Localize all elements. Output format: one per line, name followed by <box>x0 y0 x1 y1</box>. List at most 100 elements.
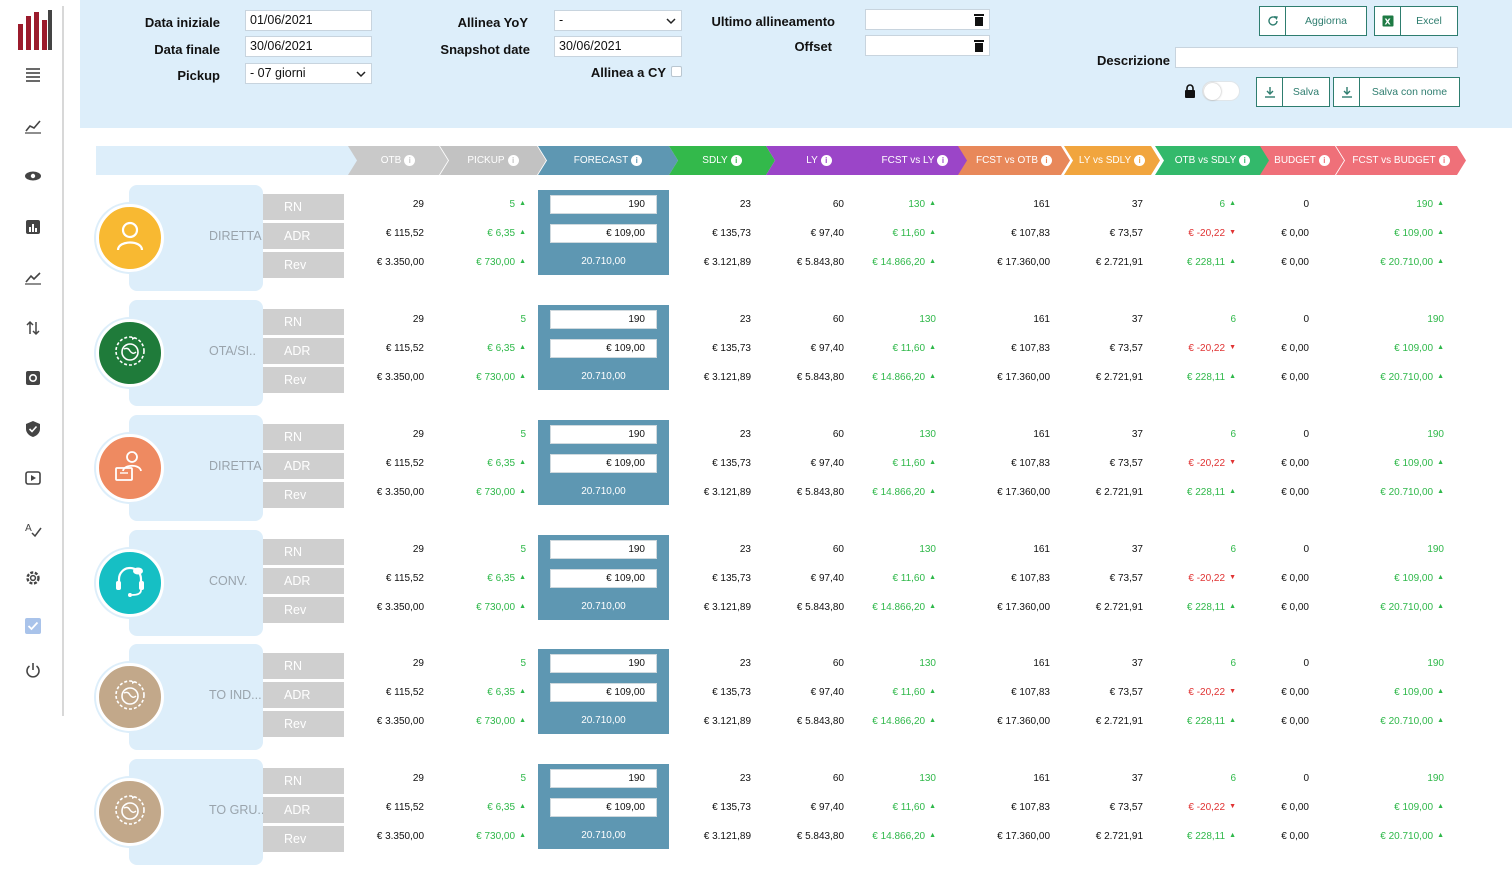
descrizione-input[interactable] <box>1175 47 1458 68</box>
column-header-fcst-vs-budget[interactable]: FCST vs BUDGET <box>1336 146 1466 175</box>
trash-icon[interactable] <box>973 13 985 26</box>
sort-arrows-icon[interactable] <box>22 317 44 339</box>
eye-icon[interactable] <box>22 165 44 187</box>
forecast-adr-input[interactable]: € 109,00 <box>550 683 657 702</box>
info-icon[interactable] <box>404 155 415 166</box>
data-finale-input[interactable]: 30/06/2021 <box>245 36 372 57</box>
info-icon[interactable] <box>1041 155 1052 166</box>
value-otb-vs-sdly: 6 <box>1230 429 1236 440</box>
power-icon[interactable] <box>22 659 44 681</box>
column-header-budget[interactable]: BUDGET <box>1260 146 1344 175</box>
value-ly: 60 <box>833 544 844 555</box>
trash-icon[interactable] <box>973 39 985 52</box>
info-icon[interactable] <box>731 155 742 166</box>
forecast-rn-input[interactable]: 190 <box>550 195 657 214</box>
info-icon[interactable] <box>631 155 642 166</box>
column-header-forecast[interactable]: FORECAST <box>538 146 678 175</box>
info-icon[interactable] <box>937 155 948 166</box>
column-header-ly[interactable]: LY <box>766 146 872 175</box>
value-text: € 0,00 <box>1281 602 1309 613</box>
camera-settings-icon[interactable] <box>22 367 44 389</box>
segment-name: CONV. <box>209 574 248 588</box>
lock-toggle[interactable] <box>1202 81 1240 101</box>
excel-button[interactable]: X Excel <box>1374 6 1458 36</box>
pickup-select[interactable]: - 07 giorni <box>245 63 372 84</box>
value-text: € -20,22 <box>1188 228 1226 239</box>
info-icon[interactable] <box>508 155 519 166</box>
column-header-sdly[interactable]: SDLY <box>669 146 775 175</box>
value-text: € 5.843,80 <box>796 372 844 383</box>
forecast-adr-input[interactable]: € 109,00 <box>550 569 657 588</box>
value-text: € 730,00 <box>476 487 516 498</box>
data-iniziale-input[interactable]: 01/06/2021 <box>245 10 372 31</box>
value-text: € 109,00 <box>1394 802 1434 813</box>
allinea-cy-checkbox[interactable] <box>671 66 682 77</box>
gear-icon[interactable] <box>22 567 44 589</box>
allinea-yoy-select[interactable]: - <box>554 10 682 31</box>
menu-icon[interactable] <box>22 63 44 85</box>
info-icon[interactable] <box>1439 155 1450 166</box>
spellcheck-icon[interactable]: A <box>22 518 44 540</box>
value-text: € 730,00 <box>476 372 516 383</box>
value-text: € 109,00 <box>1394 687 1434 698</box>
value-text: € 97,40 <box>810 228 844 239</box>
info-icon[interactable] <box>1239 155 1250 166</box>
value-text: € 97,40 <box>810 343 844 354</box>
forecast-adr-input[interactable]: € 109,00 <box>550 454 657 473</box>
value-pickup: € 730,00 ▲ <box>476 602 526 613</box>
aggiorna-button[interactable]: Aggiorna <box>1259 6 1367 36</box>
agent-icon <box>110 446 150 491</box>
salva-con-nome-button[interactable]: Salva con nome <box>1333 77 1460 107</box>
excel-label: Excel <box>1416 15 1442 27</box>
video-icon[interactable] <box>22 467 44 489</box>
info-icon[interactable] <box>1319 155 1330 166</box>
value-ly: € 97,40 <box>811 573 844 584</box>
value-sdly: € 3.121,89 <box>704 831 751 842</box>
forecast-adr-input[interactable]: € 109,00 <box>550 224 657 243</box>
column-header-pickup[interactable]: PICKUP <box>440 146 546 175</box>
column-header-otb-vs-sdly[interactable]: OTB vs SDLY <box>1155 146 1270 175</box>
value-text: 5 <box>509 199 516 210</box>
value-text: 161 <box>1033 544 1050 555</box>
shield-icon[interactable] <box>22 418 44 440</box>
offset-input[interactable] <box>865 35 990 56</box>
column-header-fcst-vs-ly[interactable]: FCST vs LY <box>862 146 968 175</box>
segment-name: OTA/SI.. <box>209 344 256 358</box>
triangle-up-icon: ▲ <box>929 574 936 581</box>
trend-icon[interactable] <box>22 266 44 288</box>
value-otb: € 3.350,00 <box>377 372 424 383</box>
bar-chart-icon[interactable] <box>22 216 44 238</box>
triangle-up-icon: ▲ <box>1229 373 1236 380</box>
value-otb-vs-sdly: 6 <box>1230 314 1236 325</box>
value-text: 23 <box>739 429 751 440</box>
value-text: € 17.360,00 <box>997 716 1050 727</box>
segment-avatar <box>96 663 164 731</box>
forecast-adr-input[interactable]: € 109,00 <box>550 798 657 817</box>
triangle-up-icon: ▲ <box>519 200 526 207</box>
value-budget: € 0,00 <box>1281 602 1309 613</box>
value-budget: 0 <box>1303 199 1309 210</box>
value-text: € 3.350,00 <box>376 257 424 268</box>
ultimo-allineamento-input[interactable] <box>865 9 990 30</box>
line-chart-icon[interactable] <box>22 115 44 137</box>
snapshot-date-input[interactable]: 30/06/2021 <box>554 36 682 57</box>
forecast-rn-input[interactable]: 190 <box>550 540 657 559</box>
forecast-adr-input[interactable]: € 109,00 <box>550 339 657 358</box>
checkbox-icon[interactable] <box>22 615 44 637</box>
forecast-rn-input[interactable]: 190 <box>550 425 657 444</box>
value-text: 0 <box>1303 544 1309 555</box>
column-header-fcst-vs-otb[interactable]: FCST vs OTB <box>958 146 1070 175</box>
forecast-rn-input[interactable]: 190 <box>550 769 657 788</box>
info-icon[interactable] <box>821 155 832 166</box>
forecast-rn-input[interactable]: 190 <box>550 654 657 673</box>
column-header-ly-vs-sdly[interactable]: LY vs SDLY <box>1064 146 1160 175</box>
segment-card[interactable]: DIRETTA <box>129 185 263 291</box>
salva-button[interactable]: Salva <box>1256 77 1330 107</box>
triangle-up-icon: ▲ <box>1437 459 1444 466</box>
column-header-otb[interactable]: OTB <box>348 146 448 175</box>
info-icon[interactable] <box>1134 155 1145 166</box>
triangle-up-icon: ▲ <box>519 603 526 610</box>
value-fcst-vs-ly: € 11,60 ▲ <box>892 343 936 354</box>
forecast-rn-input[interactable]: 190 <box>550 310 657 329</box>
